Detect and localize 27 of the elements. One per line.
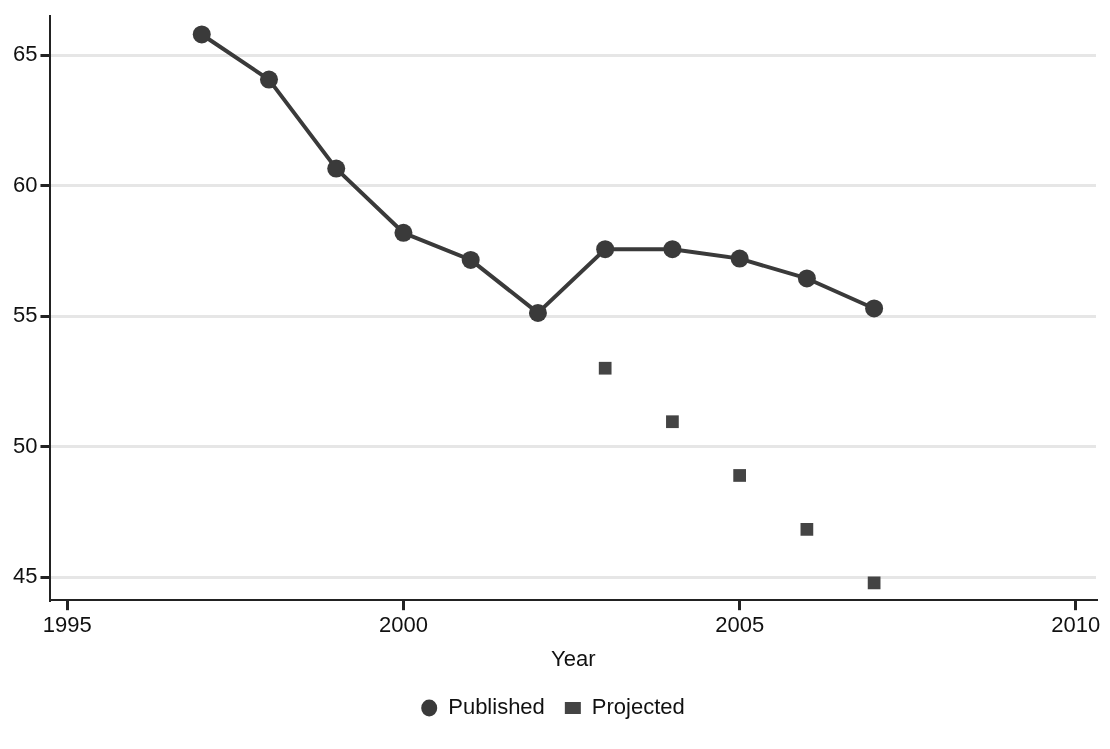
point	[800, 523, 814, 536]
legend-label: Projected	[591, 694, 685, 720]
point	[797, 269, 816, 288]
y-tick-label: 65	[12, 41, 38, 67]
point	[259, 70, 278, 89]
legend-label: Published	[448, 694, 545, 720]
point	[663, 240, 682, 259]
point	[666, 415, 679, 429]
x-tick-label: 1995	[42, 612, 92, 638]
y-tick-label: 50	[12, 432, 38, 458]
y-tick-label: 60	[12, 171, 38, 197]
point	[192, 25, 211, 44]
point	[865, 299, 884, 318]
point	[733, 469, 747, 482]
point	[598, 361, 612, 375]
point	[730, 249, 749, 268]
y-tick-label: 45	[12, 563, 38, 589]
point	[528, 303, 547, 322]
point	[461, 250, 480, 269]
y-tick-label: 55	[12, 302, 38, 328]
x-axis-title: Year	[551, 645, 596, 671]
point	[596, 240, 615, 259]
x-tick-label: 2000	[378, 612, 428, 638]
point	[394, 223, 413, 242]
point	[327, 159, 346, 178]
x-tick-label: 2005	[715, 612, 765, 638]
x-tick-label: 2010	[1051, 612, 1101, 638]
